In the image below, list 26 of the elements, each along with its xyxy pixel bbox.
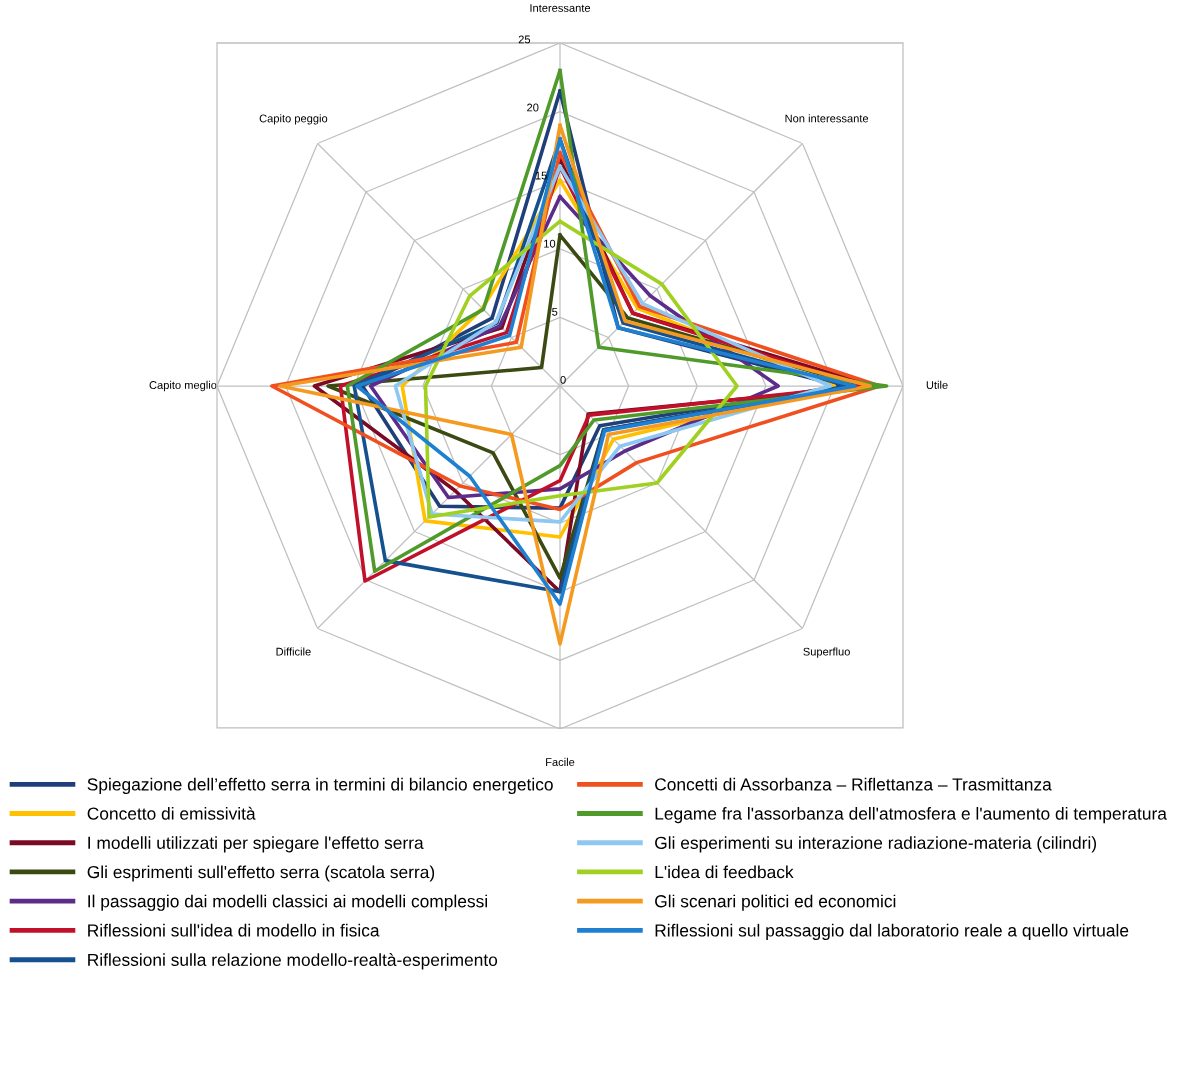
legend-label: L'idea di feedback [655, 865, 794, 879]
spoke-label: Difficile [276, 647, 311, 656]
spoke-label: Utile [926, 380, 948, 389]
legend-label: Concetti di Assorbanza – Riflettanza – Trasmittanza [655, 777, 1052, 791]
spoke-label: Capito peggio [259, 114, 328, 125]
legend-label: Gli esprimenti sull'effetto serra (scatola serra) [87, 865, 435, 882]
y-tick-label: 20 [527, 103, 539, 112]
legend-label: Gli esperimenti su interazione radiazione-materia (cilindri) [655, 836, 1097, 853]
spoke-label: Interessante [530, 4, 591, 12]
legend-label: Gli scenari politici ed economici [655, 894, 896, 911]
legend-label: Riflessioni sulla relazione modello-realtà-esperimento [88, 953, 498, 970]
y-tick-label: 25 [518, 35, 531, 44]
spoke-label: Facile [546, 757, 575, 767]
y-tick-label: 5 [552, 307, 558, 316]
spoke-label: Superfluo [803, 647, 850, 658]
legend-label: Il passaggio dai modelli classici ai modelli complessi [88, 894, 487, 911]
legend-label: Riflessioni sul passaggio dal laboratorio reale a quello virtuale [655, 923, 1129, 941]
legend-label: Riflessioni sull'idea di modello in fisica [88, 923, 380, 937]
y-tick-label: 0 [560, 375, 566, 384]
legend-label: Spiegazione dell’effetto serra in termini di bilancio energetico [87, 777, 553, 794]
legend-label: Legame fra l'assorbanza dell'atmosfera e l'aumento di temperatura [655, 807, 1167, 824]
y-tick-label: 10 [544, 239, 556, 248]
spoke-label: Non interessante [785, 114, 869, 123]
legend-label: Concetto di emissività [87, 806, 256, 820]
legend-label: I modelli utilizzati per spiegare l'effetto serra [88, 836, 424, 853]
spoke-label: Capito meglio [149, 380, 217, 392]
